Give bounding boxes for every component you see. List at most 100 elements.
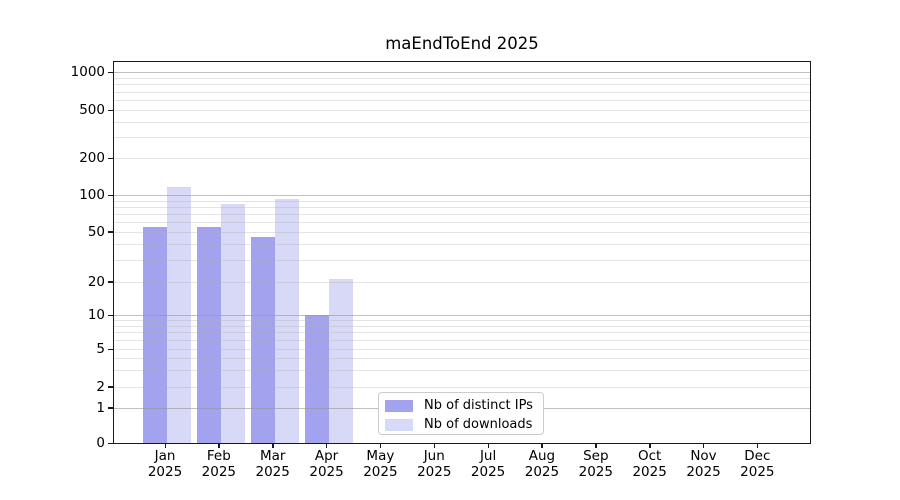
- gridline-minor: [114, 84, 810, 86]
- x-tick-month: Nov: [690, 448, 717, 464]
- y-tick-mark: [108, 194, 113, 196]
- x-tick-mark: [487, 444, 489, 448]
- bar-distinct-ips-feb: [196, 226, 221, 443]
- legend-swatch-downloads-icon: [385, 419, 413, 431]
- x-tick-year: 2025: [363, 463, 398, 480]
- x-tick-year: 2025: [309, 463, 344, 480]
- gridline-minor: [114, 349, 810, 350]
- x-tick-label: Apr 2025: [285, 448, 369, 480]
- y-tick-label: 1: [96, 399, 105, 416]
- x-tick-label: Dec 2025: [715, 448, 799, 480]
- x-tick-year: 2025: [417, 463, 452, 480]
- x-tick-mark: [541, 444, 543, 448]
- x-tick-mark: [164, 444, 166, 448]
- x-tick-mark: [756, 444, 759, 448]
- gridline-minor: [114, 340, 810, 342]
- x-tick-mark: [272, 444, 274, 448]
- gridline-minor: [114, 320, 810, 322]
- y-tick-label: 0: [96, 435, 105, 451]
- x-tick-month: Jan: [154, 448, 176, 464]
- gridline-minor: [114, 121, 810, 123]
- bar-downloads-feb: [220, 203, 245, 443]
- legend-swatch-distinct-ips-icon: [385, 400, 413, 412]
- x-tick-label: Oct 2025: [608, 448, 692, 480]
- plot-area: Nb of distinct IPs Nb of downloads: [113, 61, 811, 444]
- chart-title: maEndToEnd 2025: [385, 34, 539, 53]
- x-tick-mark: [326, 444, 328, 448]
- gridline-minor: [114, 158, 810, 160]
- x-tick-label: Nov 2025: [662, 448, 746, 480]
- x-tick-label: Mar 2025: [231, 448, 315, 480]
- x-tick-label: Jun 2025: [392, 448, 476, 480]
- x-tick-mark: [703, 444, 705, 448]
- gridline-minor: [114, 136, 810, 138]
- x-tick-month: Sep: [583, 448, 609, 464]
- gridline-minor: [114, 370, 810, 372]
- x-tick-year: 2025: [632, 463, 667, 480]
- gridline-minor: [114, 281, 810, 283]
- y-tick-mark: [108, 348, 113, 350]
- y-tick-label: 500: [79, 102, 105, 118]
- x-tick-month: Aug: [528, 448, 556, 464]
- gridline-minor: [114, 231, 810, 233]
- x-tick-mark: [218, 444, 220, 448]
- y-tick-label: 200: [79, 150, 105, 167]
- gridline-minor: [114, 110, 810, 111]
- x-tick-year: 2025: [524, 463, 560, 480]
- bar-distinct-ips-jan: [143, 226, 167, 443]
- bar-downloads-jan: [167, 186, 191, 443]
- y-tick-mark: [108, 109, 113, 111]
- x-tick-month: Oct: [637, 448, 662, 464]
- x-tick-label: Jul 2025: [446, 448, 530, 480]
- x-tick-month: Apr: [314, 448, 339, 464]
- x-tick-month: Jun: [423, 448, 445, 464]
- x-tick-year: 2025: [578, 463, 613, 480]
- y-tick-mark: [108, 314, 113, 316]
- gridline-major: [114, 195, 810, 196]
- legend-item-downloads: Nb of downloads: [379, 417, 543, 433]
- gridline-minor: [114, 213, 810, 215]
- x-tick-label: Jan 2025: [123, 448, 207, 480]
- y-tick-label: 1000: [70, 64, 105, 80]
- gridline-major: [114, 315, 810, 316]
- bar-downloads-mar: [274, 199, 299, 443]
- y-tick-label: 10: [87, 307, 105, 323]
- x-tick-year: 2025: [470, 463, 506, 480]
- legend-item-distinct-ips: Nb of distinct IPs: [379, 398, 543, 414]
- x-tick-mark: [649, 444, 651, 448]
- x-tick-year: 2025: [147, 463, 183, 480]
- gridline-minor: [114, 100, 810, 101]
- y-tick-label: 50: [87, 223, 105, 240]
- x-tick-month: Dec: [744, 448, 771, 464]
- gridline-minor: [114, 91, 810, 93]
- x-tick-month: May: [366, 448, 395, 464]
- y-tick-mark: [108, 231, 113, 233]
- legend: Nb of distinct IPs Nb of downloads: [378, 392, 544, 435]
- gridline-minor: [114, 222, 810, 224]
- x-tick-label: May 2025: [338, 448, 422, 480]
- x-tick-label: Feb 2025: [177, 448, 261, 480]
- legend-label-downloads: Nb of downloads: [424, 417, 533, 432]
- x-tick-year: 2025: [740, 463, 775, 480]
- gridline-minor: [114, 77, 810, 79]
- x-tick-month: Jul: [479, 448, 497, 464]
- gridline-minor: [114, 358, 810, 360]
- bar-distinct-ips-apr: [304, 315, 329, 443]
- x-tick-year: 2025: [201, 463, 237, 480]
- bar-distinct-ips-mar: [250, 237, 275, 443]
- x-tick-mark: [379, 444, 382, 448]
- x-tick-month: Mar: [259, 448, 286, 464]
- y-tick-label: 5: [96, 341, 105, 357]
- gridline-minor: [114, 332, 810, 334]
- y-tick-mark: [108, 71, 113, 73]
- gridline-minor: [114, 325, 810, 327]
- y-tick-mark: [108, 442, 113, 444]
- x-tick-label: Sep 2025: [554, 448, 638, 480]
- y-tick-mark: [108, 281, 113, 283]
- gridline-minor: [114, 200, 810, 202]
- x-tick-month: Feb: [206, 448, 231, 464]
- y-tick-label: 100: [79, 187, 105, 203]
- y-tick-mark: [108, 157, 113, 160]
- y-tick-label: 2: [96, 378, 105, 395]
